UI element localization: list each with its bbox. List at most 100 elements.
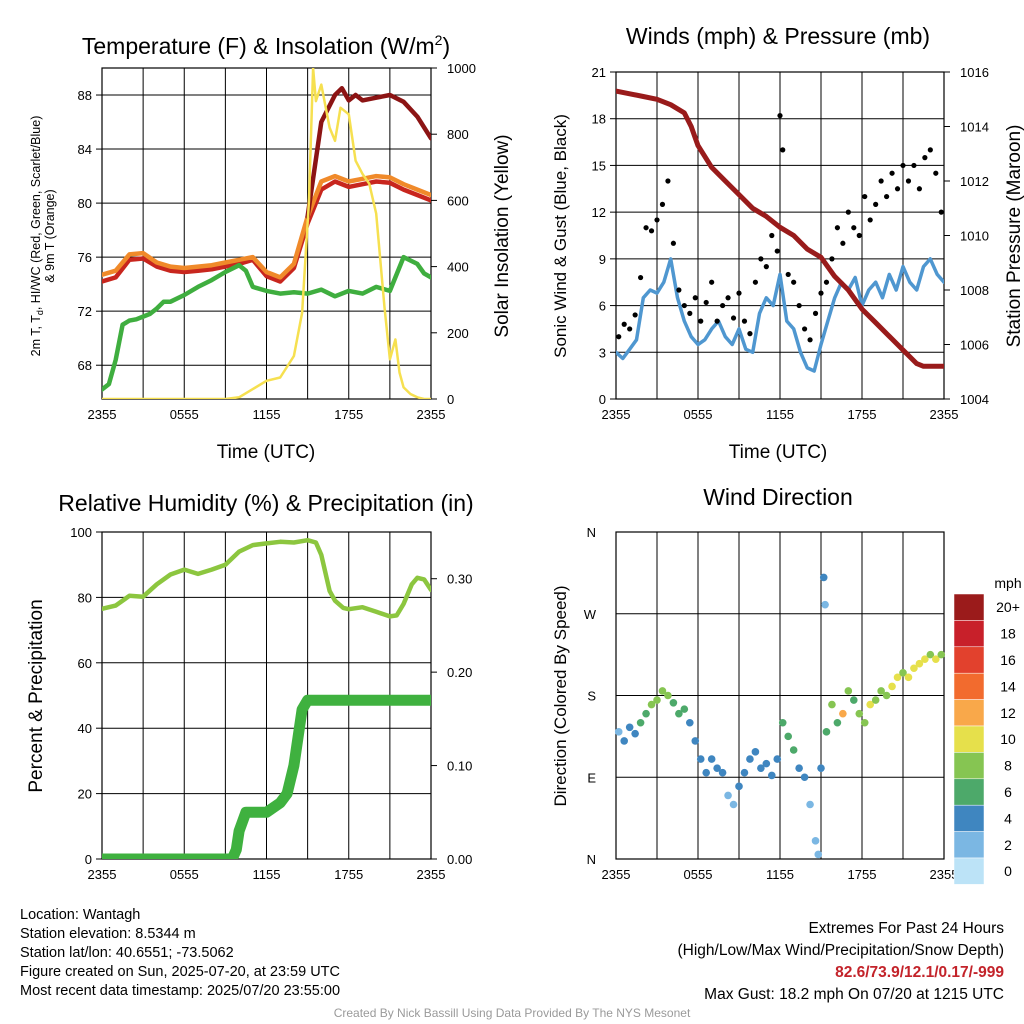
info-latlon: Station lat/lon: 40.6551; -73.5062 [20, 945, 234, 961]
winds-gust-point [796, 302, 802, 309]
wdir-legend-label: 10 [1000, 731, 1016, 747]
temp-ytick-right-label: 0 [447, 392, 454, 407]
winds-xtick-label: 0555 [684, 407, 713, 422]
wdir-axes: 2355 0555 1155 1755 2355 N E S W N [584, 525, 959, 882]
winds-gust-point [692, 295, 698, 301]
winds-gust-point [791, 279, 797, 285]
wdir-point [740, 768, 749, 777]
rh-ytick-label: 100 [70, 525, 92, 540]
winds-gust-point [659, 201, 666, 207]
wdir-point [821, 600, 829, 609]
wdir-point [855, 709, 864, 718]
wdir-point [713, 764, 721, 772]
wdir-point [888, 682, 896, 691]
winds-series-wind [616, 257, 944, 373]
wdir-legend-title: mph [994, 575, 1021, 591]
wdir-point [707, 755, 716, 763]
wdir-point [625, 723, 634, 732]
wdir-point [778, 718, 787, 727]
temp-xtick-label: 0555 [170, 407, 199, 422]
winds-gust-point [687, 310, 693, 316]
winds-ylabel-right: Station Pressure (Maroon) [1004, 125, 1024, 348]
wdir-xtick-label: 2355 [602, 867, 631, 882]
rh-series-precip [102, 694, 431, 859]
wdir-point [746, 755, 754, 763]
wdir-point [866, 700, 874, 709]
winds-xtick-label: 2355 [930, 407, 959, 422]
winds-ytick-label: 0 [599, 392, 606, 407]
winds-gust-point [670, 240, 677, 246]
winds-gust-point [747, 331, 753, 337]
rh-ytick-right-label: 0.20 [447, 665, 472, 680]
wdir-point [910, 664, 918, 673]
wdir-point [844, 687, 853, 695]
rh-xtick-label: 1155 [253, 867, 281, 882]
winds-ytick-right-label: 1012 [960, 174, 989, 189]
wdir-legend-swatch [953, 672, 985, 700]
winds-gust-point [758, 256, 764, 262]
winds-gust-point [818, 290, 824, 296]
winds-gust-point [676, 287, 682, 293]
wdir-point [932, 655, 940, 663]
rh-xtick-label: 1755 [334, 867, 363, 882]
wdir-ytick-label: S [587, 689, 596, 704]
wdir-point [702, 768, 710, 777]
winds-series-pressure [616, 88, 944, 369]
wdir-point [718, 768, 727, 777]
wdir-point [811, 837, 820, 845]
winds-gust-point [785, 271, 791, 278]
winds-gust-point [889, 170, 895, 176]
rh-ytick-label: 60 [78, 656, 92, 671]
winds-ytick-label: 12 [592, 205, 606, 220]
wdir-point [915, 659, 924, 668]
temp-frame [101, 67, 432, 400]
wdir-point [882, 691, 891, 700]
wdir-legend-swatch [953, 699, 985, 727]
winds-ytick-right-label: 1014 [960, 120, 989, 135]
winds-gust-point [856, 232, 862, 239]
extremes-values: 82.6/73.9/12.1/0.17/-999 [835, 964, 1004, 981]
wdir-legend-label: 18 [1000, 626, 1016, 642]
wdir-point [653, 696, 661, 704]
wdir-point [636, 718, 645, 727]
temp-ytick-right-label: 600 [447, 193, 469, 208]
winds-ytick-right-label: 1006 [960, 338, 989, 353]
rh-xtick-label: 2355 [417, 867, 446, 882]
winds-xtick-label: 1155 [766, 407, 794, 422]
temp-xtick-label: 2355 [417, 407, 446, 422]
winds-gust-point [616, 334, 622, 340]
rh-ytick-right-label: 0.30 [447, 572, 472, 587]
temp-title-sup: 2 [435, 32, 443, 48]
wdir-point [850, 696, 858, 704]
winds-ytick-label: 15 [592, 158, 606, 173]
winds-gust-point [769, 232, 775, 239]
info-elevation: Station elevation: 8.5344 m [20, 926, 196, 942]
temp-series-td [102, 254, 431, 392]
temp-xtick-label: 1155 [253, 407, 281, 422]
winds-gust-point [774, 248, 780, 254]
rh-ytick-label: 20 [78, 787, 92, 802]
temp-ytick-right-label: 200 [447, 326, 469, 341]
extremes-subtitle: (High/Low/Max Wind/Precipitation/Snow De… [677, 942, 1005, 959]
wdir-legend-label: 20+ [996, 599, 1020, 615]
winds-gust-point [703, 299, 709, 306]
extremes-title: Extremes For Past 24 Hours [808, 920, 1004, 937]
temp-xtick-label: 1755 [334, 407, 363, 422]
wdir-point [631, 729, 639, 738]
wdir-point [680, 705, 689, 713]
wdir-xtick-label: 1155 [766, 867, 794, 882]
wdir-point [822, 728, 831, 736]
wdir-legend-swatch [953, 804, 985, 832]
wdir-legend-swatch [953, 857, 985, 885]
wdir-legend-swatch [953, 646, 985, 674]
temp-series-9m-t [102, 173, 431, 280]
winds-gust-point [851, 225, 857, 231]
winds-gust-point [698, 318, 704, 324]
credit-line: Created By Nick Bassill Using Data Provi… [333, 1006, 691, 1020]
winds-gust-point [922, 155, 928, 161]
rh-title: Relative Humidity (%) & Precipitation (i… [58, 490, 473, 516]
info-location: Location: Wantagh [20, 907, 141, 923]
rh-xtick-label: 0555 [170, 867, 199, 882]
wdir-point [839, 709, 847, 718]
winds-gust-point [638, 274, 644, 281]
